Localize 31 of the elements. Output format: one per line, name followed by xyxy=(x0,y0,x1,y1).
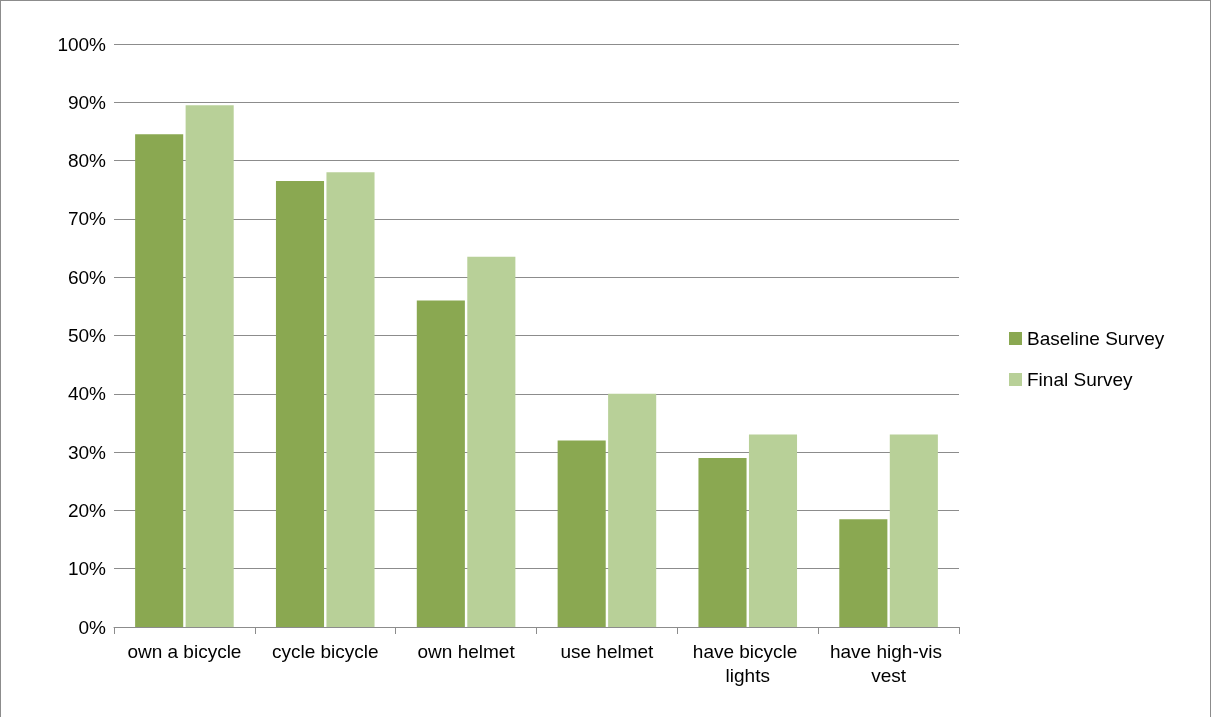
bar xyxy=(185,105,234,627)
legend-label: Final Survey xyxy=(1027,369,1134,390)
bar xyxy=(326,172,375,627)
bar xyxy=(557,440,606,627)
legend-label: Baseline Survey xyxy=(1027,328,1165,349)
y-tick-label: 50% xyxy=(67,325,107,346)
bar xyxy=(889,434,938,627)
y-tick-label: 10% xyxy=(67,558,107,580)
y-tick-label: 20% xyxy=(67,499,107,521)
y-tick-label: 0% xyxy=(78,616,107,638)
x-tick-label: cycle bicycle xyxy=(271,640,379,662)
y-tick-label: 60% xyxy=(67,266,107,288)
bar xyxy=(135,134,184,627)
bar xyxy=(467,256,516,627)
bar xyxy=(608,393,657,627)
bar xyxy=(416,300,465,627)
bar xyxy=(748,434,798,627)
x-tick-label: own a bicycle xyxy=(127,640,242,662)
x-tick-label: own helmet xyxy=(417,640,516,662)
y-tick-label: 70% xyxy=(67,208,107,230)
y-tick-label: 100% xyxy=(57,33,107,55)
y-tick-label: 80% xyxy=(67,150,107,172)
y-tick-label: 30% xyxy=(67,441,107,463)
x-tick-label: have high-vis vest xyxy=(829,640,948,686)
bar xyxy=(275,181,325,627)
y-tick-label: 90% xyxy=(67,91,107,113)
x-tick-label: use helmet xyxy=(560,640,655,662)
y-tick-label: 40% xyxy=(67,383,107,405)
bar xyxy=(698,457,747,627)
bar xyxy=(839,519,888,627)
x-tick-label: have bicycle lights xyxy=(692,640,803,686)
